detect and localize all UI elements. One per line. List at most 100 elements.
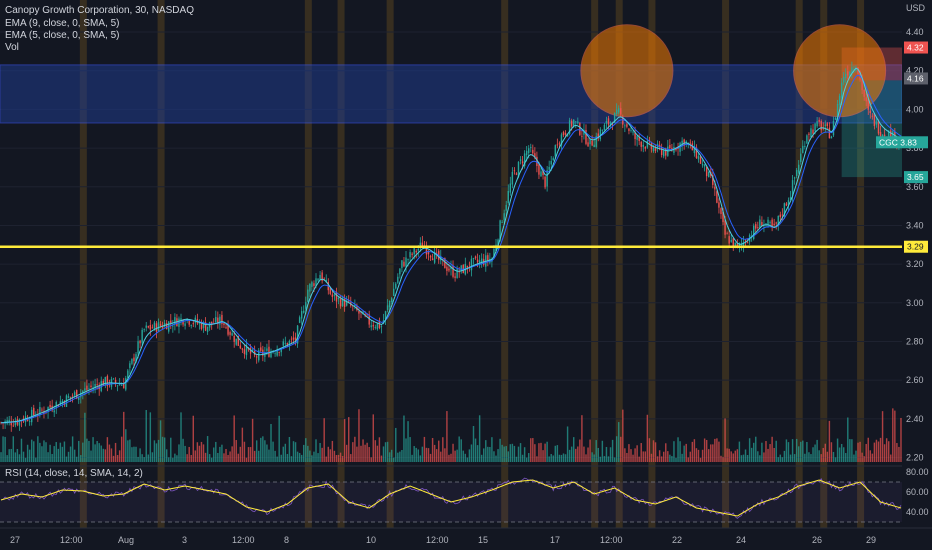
candle-body — [542, 169, 544, 176]
volume-bar — [599, 456, 602, 462]
candle-body — [560, 134, 563, 146]
volume-bar — [440, 451, 442, 462]
x-tick-label: 17 — [550, 535, 560, 545]
volume-bar — [564, 454, 567, 462]
volume-bar — [403, 415, 405, 462]
candle-body — [554, 145, 557, 157]
candle-body — [840, 82, 843, 99]
candle-body — [82, 390, 84, 394]
volume-bar — [746, 454, 749, 462]
volume-bar — [323, 418, 325, 462]
volume-bar — [184, 445, 186, 462]
candle-body — [845, 73, 847, 79]
candle-body — [832, 121, 835, 136]
volume-bar — [712, 444, 714, 462]
volume-bar — [200, 441, 203, 462]
candle-body — [701, 163, 704, 166]
volume-bar — [464, 453, 467, 462]
volume-bar — [685, 443, 687, 462]
volume-bar — [45, 442, 47, 462]
y-tick-label: 4.40 — [906, 27, 924, 37]
volume-bar — [568, 449, 571, 462]
candle-body — [292, 337, 295, 340]
ema-fast-legend[interactable]: EMA (9, close, 0, SMA, 5) — [5, 18, 120, 29]
volume-bar — [278, 415, 280, 462]
candle-body — [855, 68, 857, 71]
volume-bar — [597, 447, 599, 462]
y-tick-label: 3.40 — [906, 220, 924, 230]
volume-bar — [102, 448, 105, 462]
candle-body — [413, 248, 415, 255]
candle-body — [395, 283, 397, 289]
volume-bar — [163, 437, 166, 462]
volume-bar — [345, 444, 348, 462]
volume-bar — [595, 440, 597, 462]
volume-bar — [707, 449, 710, 462]
price-tag — [904, 240, 928, 253]
volume-bar — [483, 448, 485, 462]
volume-legend[interactable]: Vol — [5, 42, 19, 53]
volume-bar — [374, 440, 377, 462]
volume-bar — [773, 447, 775, 462]
volume-bar — [255, 440, 258, 462]
volume-bar — [536, 456, 538, 462]
volume-bar — [742, 454, 745, 462]
volume-bar — [881, 411, 884, 462]
volume-bar — [824, 443, 827, 462]
candle-body — [589, 138, 591, 145]
candle-body — [773, 223, 775, 226]
candle-body — [499, 220, 501, 241]
volume-bar — [853, 454, 855, 462]
volume-bar — [253, 450, 256, 462]
volume-bar — [583, 446, 585, 462]
volume-bar — [49, 444, 51, 462]
highlight-circle — [580, 24, 674, 118]
volume-bar — [188, 446, 190, 462]
volume-bar — [153, 440, 156, 462]
price-tag-label: 4.16 — [907, 73, 924, 83]
volume-bar — [16, 448, 19, 462]
x-tick-label: 29 — [866, 535, 876, 545]
volume-bar — [546, 441, 548, 462]
candle-body — [368, 314, 370, 325]
volume-bar — [771, 436, 773, 462]
candle-body — [707, 171, 710, 178]
candle-body — [820, 121, 822, 131]
candle-body — [517, 161, 520, 177]
candle-body — [720, 208, 722, 215]
volume-bar — [695, 448, 698, 462]
candle-body — [284, 342, 287, 344]
candle-body — [339, 298, 342, 307]
rsi-legend[interactable]: RSI (14, close, 14, SMA, 14, 2) — [5, 468, 143, 479]
volume-bar — [178, 444, 180, 462]
candle-body — [78, 396, 80, 400]
volume-bar — [642, 451, 644, 462]
volume-bar — [687, 457, 689, 462]
candle-body — [787, 200, 790, 205]
candle-body — [781, 214, 784, 216]
volume-bar — [401, 449, 403, 462]
volume-bar — [8, 449, 10, 462]
volume-bar — [98, 443, 100, 462]
volume-bar — [697, 449, 700, 462]
ema-slow-legend[interactable]: EMA (5, close, 0, SMA, 5) — [5, 30, 120, 41]
candle-body — [767, 219, 769, 225]
candle-body — [828, 127, 831, 139]
volume-bar — [570, 446, 573, 462]
volume-bar — [830, 442, 833, 462]
volume-bar — [329, 449, 332, 462]
volume-bar — [478, 415, 481, 462]
symbol-legend[interactable]: Canopy Growth Corporation, 30, NASDAQ — [5, 5, 194, 16]
volume-bar — [435, 449, 438, 462]
candle-body — [33, 407, 35, 416]
volume-bar — [750, 447, 753, 462]
candle-body — [622, 117, 624, 125]
volume-bar — [390, 449, 393, 462]
volume-bar — [309, 450, 311, 462]
candle-body — [822, 128, 824, 129]
volume-bar — [716, 438, 718, 462]
candle-body — [255, 356, 258, 358]
volume-bar — [877, 441, 880, 462]
volume-bar — [638, 456, 640, 462]
